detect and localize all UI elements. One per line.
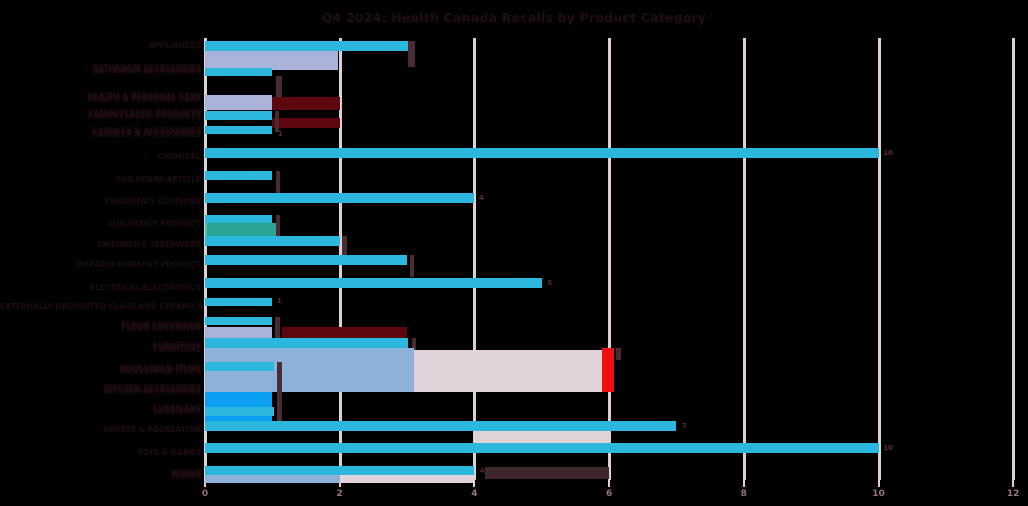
bar-mrn [277,405,282,427]
bar-mrn [276,76,282,100]
bar-cyan [205,148,879,158]
x-axis-tick-label: 8 [740,489,747,499]
category-label: FLOOR COVERINGS [121,322,201,331]
category-label: CHEMICAL [157,152,201,161]
x-axis-tick-label: 12 [1006,489,1020,499]
category-label: HOUSEHOLD ITEMS [119,365,201,374]
value-label: 1 [277,297,282,305]
bar-mrn [615,348,621,360]
axis-tick-mark [1012,480,1015,487]
category-label: LUBRICANT [153,405,201,414]
category-label: TOYS & GAMES [137,448,201,457]
value-label: 4 [479,467,485,475]
gridline [473,38,477,480]
bar-dkmrn [484,467,610,479]
axis-tick-mark [338,480,341,487]
bar-dkred [272,97,340,110]
bar-mrn [411,338,417,360]
chart-title: Q4 2024: Health Canada Recalls by Produc… [321,10,707,25]
bar-mrn [276,215,281,237]
bar-cyan [205,466,475,475]
axis-tick-mark [473,480,476,487]
bar-cyan [205,215,273,223]
bar-cyan [205,362,274,371]
bar-cyan [205,407,275,416]
bar-mrn [275,317,280,341]
bar-steel [205,475,340,483]
x-axis-tick-label: 2 [336,489,343,499]
value-label: 10 [883,149,893,157]
axis-tick-mark [608,480,611,487]
category-label: SPORTS & RECREATION [102,425,201,434]
category-label: KITCHEN ACCESSORIES [103,385,201,394]
bar-cyan [205,298,273,306]
gridline [1012,38,1016,480]
bar-mrn [342,236,348,258]
bar-cyan [205,278,542,288]
bar-cyan [205,68,273,76]
bar-cyan [205,443,879,453]
gridline [742,38,746,480]
category-label: CAMOUFLAGED PRODUCTS [87,110,201,119]
bar-cyan [205,255,408,265]
category-label: WHMIS [170,470,201,479]
bar-peri [205,327,273,341]
bar-blue [205,392,273,421]
gridline [877,38,881,480]
bar-cyan [205,126,273,134]
bar-dkred [282,327,408,341]
bar-pink [339,475,475,483]
category-label: DURABLE NURSERY PRODUCT [76,260,201,269]
bar-cyan [205,338,409,348]
value-label: 10 [883,444,893,452]
value-label: 4 [479,194,484,202]
bar-peri [205,51,338,70]
bar-cyan [205,193,475,203]
bar-mrn [409,255,415,277]
x-axis-tick-label: 6 [605,489,613,499]
bar-mrn [277,362,282,407]
axis-tick-mark [204,480,206,487]
category-label: ELECTRICAL/ELECTRONICS [90,283,201,292]
axis-tick-mark [742,480,745,487]
bar-cyan [205,41,409,51]
category-label: CHILDREN'S CLOTHING [104,197,201,206]
bar-cyan [205,317,273,325]
bar-mrn [408,41,416,67]
bar-mrn [275,111,280,132]
bar-cyan [205,171,273,180]
gridline [608,38,612,480]
x-axis-tick-label: 10 [872,489,885,499]
x-axis-tick-label: 4 [471,489,478,499]
value-label: 5 [547,279,552,287]
category-label: EXTERNALLY DECORATED GLASS AND CERAMICS [0,302,203,311]
bar-cyan [205,421,677,431]
category-label: BATHROOM ACCESSORIES [92,65,201,74]
bar-dkred [272,118,340,128]
bar-cyan [205,236,340,246]
bar-pink [474,431,610,446]
x-axis-tick-label: 0 [201,489,209,499]
bar-mrn [275,171,281,193]
axis-tick-mark [877,480,880,487]
bar-red [602,348,615,392]
value-label: 7 [681,422,687,430]
category-label: CHILDREN'S PRODUCT [107,219,201,228]
bar-pink [413,350,606,392]
category-label: APPLIANCES [148,41,201,50]
category-label: HEALTH & PERSONAL CARE [87,93,201,102]
bar-cyan [205,111,273,120]
category-label: CHILDCARE ARTICLE [116,175,201,184]
category-label: CANDLES & ACCESSORIES [92,128,201,137]
category-label: FURNITURE [152,343,201,352]
bar-peri [205,95,273,110]
category-label: CHILDREN'S SLEEPWEAR [97,240,201,249]
value-label: 1 [277,130,283,138]
